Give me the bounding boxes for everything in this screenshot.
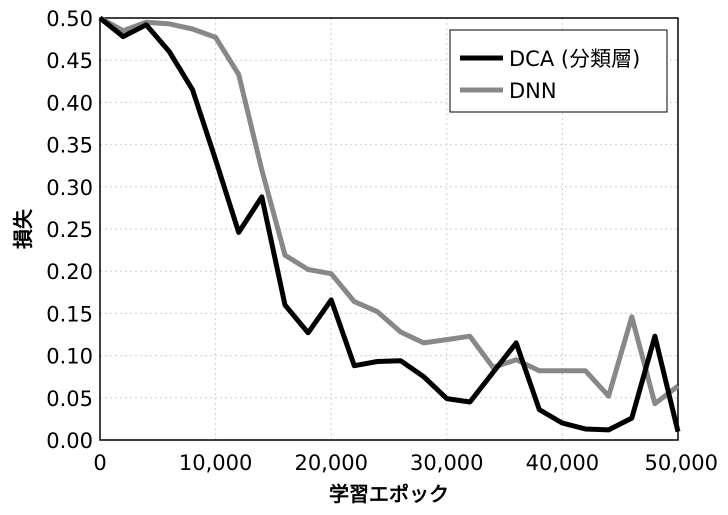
- y-tick-label: 0.10: [46, 345, 93, 369]
- x-tick-label: 40,000: [526, 451, 599, 475]
- series-line-dca: [98, 16, 681, 433]
- y-tick-label: 0.05: [46, 387, 93, 411]
- y-tick-label: 0.35: [46, 134, 93, 158]
- x-tick-label: 50,000: [645, 451, 718, 475]
- x-tick-label: 20,000: [294, 451, 367, 475]
- y-tick-label: 0.40: [46, 91, 93, 115]
- y-tick-label: 0.45: [46, 49, 93, 73]
- y-tick-label: 0.30: [46, 176, 93, 200]
- y-tick-labels: 0.00 0.05 0.10 0.15 0.20 0.25 0.30 0.35 0.40 0.45…: [46, 7, 93, 453]
- series-line-dnn: [98, 15, 680, 407]
- y-tick-label: 0.00: [46, 429, 93, 453]
- y-axis-label: 損失: [11, 208, 35, 249]
- legend: DCA (分類層) DNN: [449, 29, 668, 113]
- legend-box: [449, 29, 668, 113]
- plot-frame: [99, 17, 679, 441]
- x-tick-label: 0: [93, 451, 106, 475]
- series-layer: [98, 15, 681, 433]
- y-tick-label: 0.15: [46, 302, 93, 326]
- x-tick-label: 30,000: [410, 451, 483, 475]
- legend-label-dnn: DNN: [509, 79, 557, 103]
- y-tick-label: 0.20: [46, 260, 93, 284]
- x-tick-labels: 0 10,000 20,000 30,000 40,000 50,000: [93, 451, 718, 475]
- y-tick-label: 0.50: [46, 7, 93, 31]
- legend-label-dca: DCA (分類層): [509, 47, 640, 71]
- y-tick-label: 0.25: [46, 218, 93, 242]
- x-tick-label: 10,000: [179, 451, 252, 475]
- x-axis-label: 学習エポック: [329, 482, 449, 506]
